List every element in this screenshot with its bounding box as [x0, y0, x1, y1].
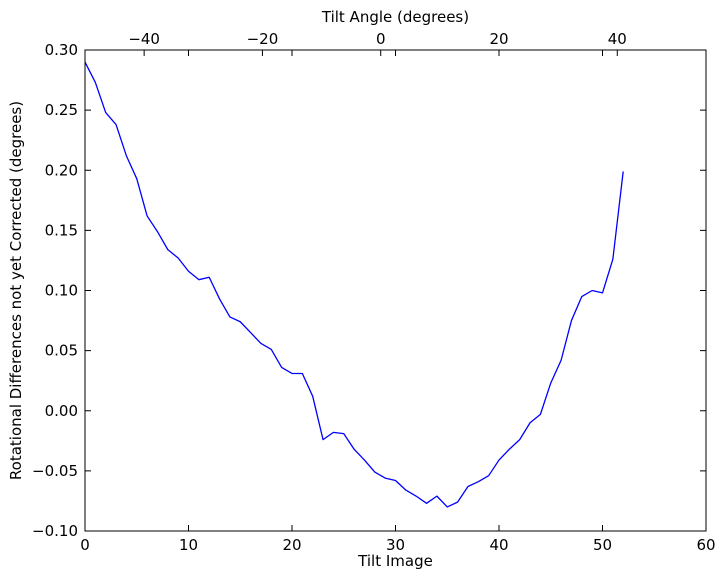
top-x-tick-label: 0 — [376, 30, 386, 48]
y-tick-label: −0.05 — [32, 462, 78, 480]
y-tick-label: 0.20 — [45, 161, 78, 179]
y-axis-label: Rotational Differences not yet Corrected… — [7, 101, 25, 480]
top-x-tick-label: 20 — [489, 30, 508, 48]
x-tick-label: 40 — [489, 536, 508, 554]
top-x-tick-label: −20 — [247, 30, 279, 48]
series-layer — [84, 61, 624, 508]
y-tick-label: 0.25 — [45, 101, 78, 119]
x-tick-label: 50 — [593, 536, 612, 554]
x-axis-label: Tilt Image — [357, 552, 433, 570]
x-tick-label: 0 — [80, 536, 90, 554]
tick-labels: 0 10 20 30 40 50 60 −40 −20 0 20 40 −0.10 −0.05 0.00 0.… — [32, 30, 716, 554]
y-tick-label: −0.10 — [32, 522, 78, 540]
y-tick-label: 0.15 — [45, 221, 78, 239]
y-tick-label: 0.10 — [45, 282, 78, 300]
x-tick-label: 30 — [386, 536, 405, 554]
top-x-axis-label: Tilt Angle (degrees) — [321, 8, 469, 26]
series-line — [84, 61, 624, 508]
plot-frame — [84, 49, 707, 532]
x-tick-label: 60 — [696, 536, 715, 554]
tick-marks — [84, 49, 707, 532]
top-x-tick-label: 40 — [608, 30, 627, 48]
x-tick-label: 20 — [282, 536, 301, 554]
y-tick-label: 0.05 — [45, 342, 78, 360]
top-x-tick-label: −40 — [128, 30, 160, 48]
y-tick-label: 0.30 — [45, 41, 78, 59]
y-tick-label: 0.00 — [45, 402, 78, 420]
x-tick-label: 10 — [179, 536, 198, 554]
